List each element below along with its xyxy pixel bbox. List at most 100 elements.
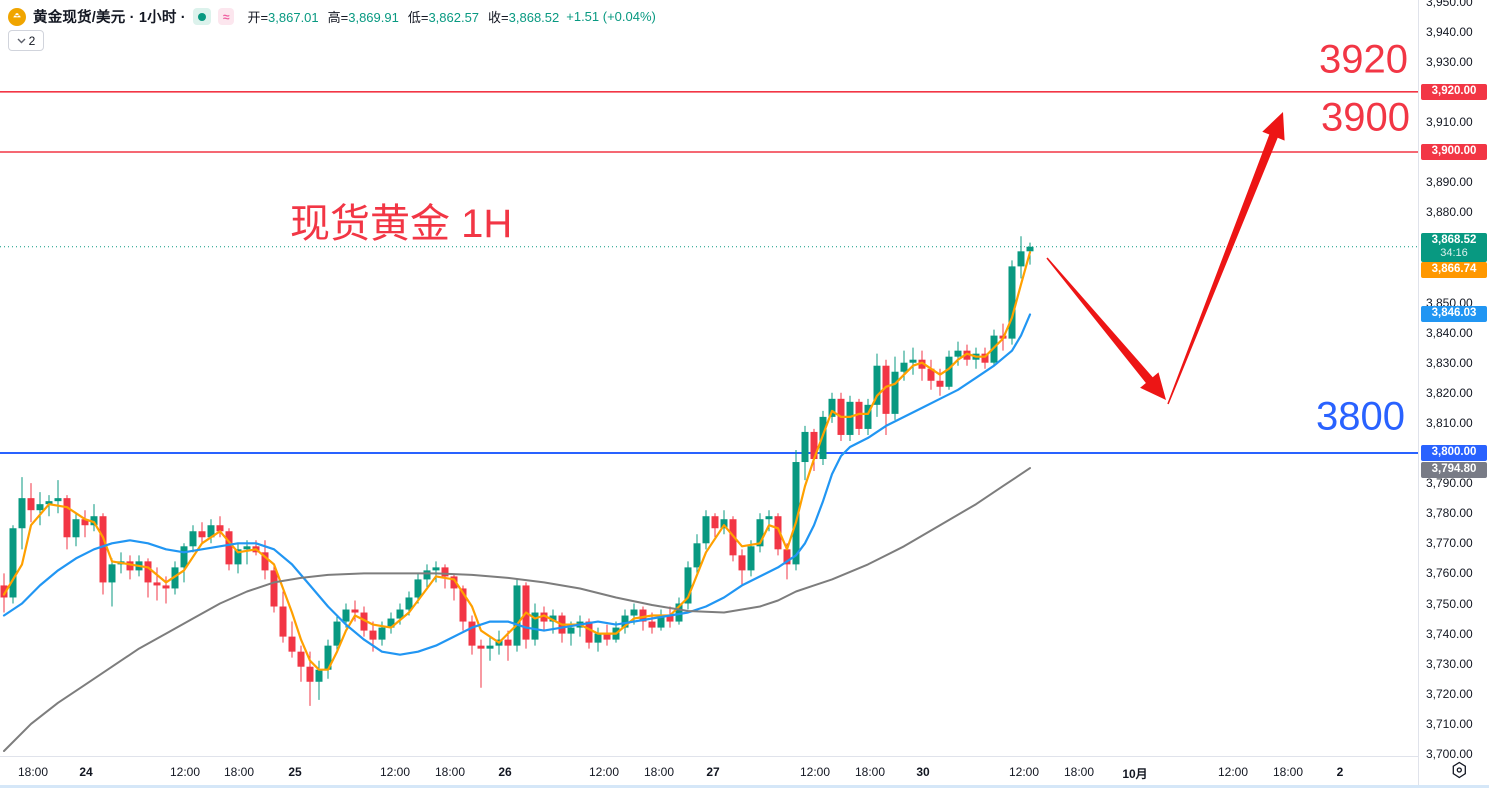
candle-body (180, 546, 188, 568)
candle-body (432, 567, 440, 571)
candle-body (207, 525, 215, 538)
price-tick: 3,840.00 (1426, 325, 1473, 340)
candle-body (342, 609, 350, 622)
low-value: 低=3,862.57 (407, 10, 480, 25)
time-tick: 18:00 (854, 765, 886, 779)
time-tick: 30 (916, 765, 930, 779)
chart-watermark-note[interactable]: 现货黄金 1H (290, 202, 513, 246)
time-axis[interactable]: 18:00 24 12:00 18:00 25 12:00 18:00 26 12:00 18:0… (0, 756, 1418, 788)
candle-body (783, 549, 791, 565)
candle-body (909, 359, 917, 363)
price-tick: 3,770.00 (1426, 536, 1473, 551)
current-price-badge: 3,868.52 34:16 (1421, 232, 1487, 262)
ma-line-ma-mid (2, 313, 1032, 656)
price-tick: 3,760.00 (1426, 566, 1473, 581)
candle-body (936, 380, 944, 387)
candle-body (423, 570, 431, 580)
price-tick: 3,940.00 (1426, 24, 1473, 39)
candle-body (855, 401, 863, 429)
candle-body (594, 633, 602, 643)
down-arrow-drawing[interactable] (1046, 257, 1166, 401)
candle-body (711, 516, 719, 529)
symbol-title[interactable]: 黄金现货/美元 · 1小时 · (33, 10, 186, 26)
price-axis[interactable]: 3,950.00 3,940.00 3,930.00 3,910.00 3,890.00… (1418, 0, 1489, 788)
candle-body (63, 498, 71, 538)
candle-body (621, 615, 629, 628)
candle-body (639, 609, 647, 622)
time-tick: 26 (498, 765, 512, 779)
price-tick: 3,890.00 (1426, 175, 1473, 190)
candle-body (567, 627, 575, 634)
candle-body (864, 404, 872, 429)
ma-fast-badge: 3,866.74 (1421, 261, 1487, 278)
candle-body (189, 531, 197, 547)
candle-body (288, 636, 296, 652)
candle-body (324, 645, 332, 670)
price-tick: 3,740.00 (1426, 626, 1473, 641)
approx-price-badge: ≈ (217, 8, 235, 25)
candle-body (72, 519, 80, 538)
market-status-dot-icon (192, 8, 211, 25)
indicators-collapse-button[interactable]: 2 (8, 30, 44, 51)
candle-body (450, 576, 458, 589)
candle-body (396, 609, 404, 619)
price-tick: 3,880.00 (1426, 205, 1473, 220)
candle-body (657, 615, 665, 628)
ma-slow-badge: 3,794.80 (1421, 462, 1487, 478)
time-tick: 27 (706, 765, 720, 779)
price-tick: 3,930.00 (1426, 54, 1473, 69)
candle-body (666, 615, 674, 622)
candle-body (900, 362, 908, 372)
candle-body (774, 516, 782, 550)
candle-body (702, 516, 710, 544)
candle-body (1008, 266, 1016, 339)
time-tick: 18:00 (1272, 765, 1304, 779)
candle-body (279, 606, 287, 637)
candle-body (18, 498, 26, 529)
candle-body (882, 365, 890, 414)
candle-body (504, 639, 512, 646)
candle-body (927, 368, 935, 381)
candle-body (54, 498, 62, 502)
level-label-3800[interactable]: 3800 (1316, 394, 1405, 439)
candle-body (756, 519, 764, 547)
price-tick: 3,780.00 (1426, 506, 1473, 521)
candle-body (27, 498, 35, 511)
candlestick-chart-pane[interactable] (0, 0, 1418, 756)
scales-settings-icon[interactable] (1450, 761, 1470, 779)
candle-body (441, 567, 449, 577)
bottom-loading-strip (0, 785, 1489, 788)
candle-body (198, 531, 206, 538)
candle-body (108, 564, 116, 583)
candle-body (360, 612, 368, 631)
level-badge-3800: 3,800.00 (1421, 445, 1487, 461)
candle-body (792, 462, 800, 565)
time-tick: 12:00 (169, 765, 201, 779)
candle-body (351, 609, 359, 613)
candle-body (585, 621, 593, 643)
price-tick: 3,790.00 (1426, 476, 1473, 491)
candle-body (810, 431, 818, 460)
time-tick: 12:00 (588, 765, 620, 779)
candle-body (459, 588, 467, 622)
high-value: 高=3,869.91 (327, 10, 399, 25)
candle-body (891, 371, 899, 414)
candle-body (99, 516, 107, 583)
ma-mid-badge: 3,846.03 (1421, 306, 1487, 323)
candle-body (747, 546, 755, 571)
level-label-3900[interactable]: 3900 (1321, 95, 1410, 140)
up-arrow-drawing[interactable] (1167, 112, 1285, 405)
time-tick: 10月 (1122, 767, 1148, 781)
candle-body (675, 603, 683, 622)
price-tick: 3,830.00 (1426, 355, 1473, 370)
time-tick: 18:00 (223, 765, 255, 779)
candle-body (720, 519, 728, 529)
symbol-header: 黄金现货/美元 · 1小时 · ≈ 开=3,867.01 高=3,869.91 … (8, 6, 656, 27)
candle-body (225, 531, 233, 565)
candle-body (486, 645, 494, 649)
level-label-3920[interactable]: 3920 (1319, 37, 1408, 82)
time-tick: 24 (79, 765, 93, 779)
candle-body (549, 615, 557, 622)
ohlc-readout: 开=3,867.01 高=3,869.91 低=3,862.57 收=3,868… (247, 7, 559, 26)
